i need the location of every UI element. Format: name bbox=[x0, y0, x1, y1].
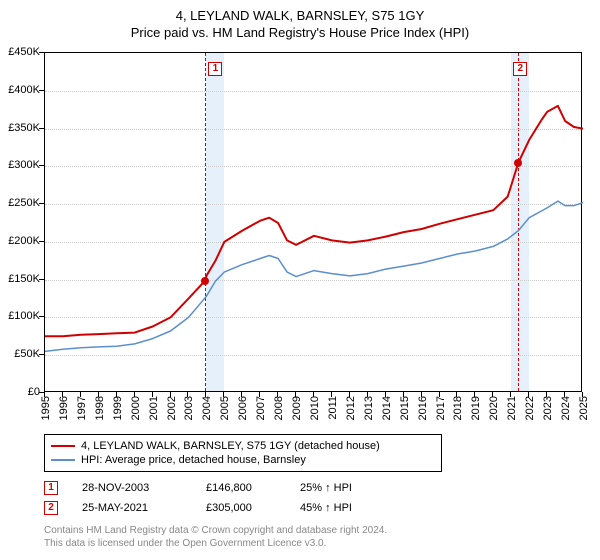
ytick-label: £100K bbox=[0, 310, 40, 322]
legend-swatch bbox=[51, 459, 75, 461]
footnote-line: Contains HM Land Registry data © Crown c… bbox=[44, 524, 387, 537]
transaction-date: 28-NOV-2003 bbox=[82, 482, 182, 494]
ytick-label: £400K bbox=[0, 84, 40, 96]
xtick-label: 1995 bbox=[40, 396, 52, 420]
footnote: Contains HM Land Registry data © Crown c… bbox=[44, 524, 387, 550]
transaction-table: 1 28-NOV-2003 £146,800 25% ↑ HPI 2 25-MAY-202… bbox=[44, 478, 400, 518]
ytick-label: £450K bbox=[0, 46, 40, 58]
table-row: 1 28-NOV-2003 £146,800 25% ↑ HPI bbox=[44, 478, 400, 498]
legend-item: HPI: Average price, detached house, Barn… bbox=[51, 453, 435, 467]
xtick-label: 2020 bbox=[488, 396, 500, 420]
xtick-label: 2023 bbox=[542, 396, 554, 420]
legend-label: HPI: Average price, detached house, Barn… bbox=[81, 454, 306, 466]
xtick-label: 1998 bbox=[94, 396, 106, 420]
xtick-label: 1996 bbox=[58, 396, 70, 420]
plot-canvas: 12 bbox=[44, 52, 582, 392]
xtick-label: 2008 bbox=[273, 396, 285, 420]
ytick-label: £250K bbox=[0, 197, 40, 209]
xtick-label: 2017 bbox=[435, 396, 447, 420]
ytick-label: £200K bbox=[0, 235, 40, 247]
footnote-line: This data is licensed under the Open Gov… bbox=[44, 537, 387, 550]
xtick-label: 2010 bbox=[309, 396, 321, 420]
xtick-label: 2022 bbox=[524, 396, 536, 420]
xtick-label: 2001 bbox=[148, 396, 160, 420]
transaction-price: £305,000 bbox=[206, 502, 276, 514]
xtick-label: 2000 bbox=[130, 396, 142, 420]
xtick-label: 2003 bbox=[183, 396, 195, 420]
legend-box: 4, LEYLAND WALK, BARNSLEY, S75 1GY (deta… bbox=[44, 434, 442, 472]
line-chart-svg bbox=[45, 53, 583, 393]
transaction-delta: 45% ↑ HPI bbox=[300, 502, 400, 514]
xtick-label: 2018 bbox=[452, 396, 464, 420]
xtick-label: 1999 bbox=[112, 396, 124, 420]
transaction-marker: 2 bbox=[513, 62, 527, 76]
xtick-label: 2021 bbox=[506, 396, 518, 420]
plot-area: 12 £0£50K£100K£150K£200K£250K£300K£350K£… bbox=[44, 52, 582, 392]
transaction-point bbox=[201, 277, 209, 285]
legend-swatch bbox=[51, 445, 75, 447]
series-subject bbox=[45, 106, 583, 336]
table-row: 2 25-MAY-2021 £305,000 45% ↑ HPI bbox=[44, 498, 400, 518]
legend-item: 4, LEYLAND WALK, BARNSLEY, S75 1GY (deta… bbox=[51, 439, 435, 453]
xtick-label: 2019 bbox=[470, 396, 482, 420]
transaction-marker: 1 bbox=[208, 62, 222, 76]
xtick-label: 2024 bbox=[560, 396, 572, 420]
xtick-label: 2009 bbox=[291, 396, 303, 420]
xtick-label: 2014 bbox=[381, 396, 393, 420]
xtick-label: 2004 bbox=[201, 396, 213, 420]
ytick-label: £150K bbox=[0, 273, 40, 285]
transaction-number-box: 2 bbox=[44, 501, 58, 515]
ytick-label: £50K bbox=[0, 348, 40, 360]
xtick-label: 2007 bbox=[255, 396, 267, 420]
xtick-label: 2011 bbox=[327, 396, 339, 420]
ytick-label: £300K bbox=[0, 159, 40, 171]
xtick-label: 2015 bbox=[399, 396, 411, 420]
transaction-delta: 25% ↑ HPI bbox=[300, 482, 400, 494]
legend-label: 4, LEYLAND WALK, BARNSLEY, S75 1GY (deta… bbox=[81, 440, 380, 452]
xtick-label: 2005 bbox=[219, 396, 231, 420]
xtick-label: 2002 bbox=[166, 396, 178, 420]
series-hpi bbox=[45, 201, 583, 351]
chart-title: 4, LEYLAND WALK, BARNSLEY, S75 1GY bbox=[0, 0, 600, 23]
ytick-label: £0 bbox=[0, 386, 40, 398]
xtick-label: 2016 bbox=[417, 396, 429, 420]
xtick-label: 2006 bbox=[237, 396, 249, 420]
transaction-point bbox=[514, 159, 522, 167]
chart-subtitle: Price paid vs. HM Land Registry's House … bbox=[0, 23, 600, 40]
ytick-label: £350K bbox=[0, 122, 40, 134]
chart-container: 4, LEYLAND WALK, BARNSLEY, S75 1GY Price… bbox=[0, 0, 600, 560]
transaction-price: £146,800 bbox=[206, 482, 276, 494]
xtick-label: 2013 bbox=[363, 396, 375, 420]
transaction-number-box: 1 bbox=[44, 481, 58, 495]
xtick-label: 2012 bbox=[345, 396, 357, 420]
transaction-date: 25-MAY-2021 bbox=[82, 502, 182, 514]
xtick-label: 2025 bbox=[578, 396, 590, 420]
xtick-label: 1997 bbox=[76, 396, 88, 420]
